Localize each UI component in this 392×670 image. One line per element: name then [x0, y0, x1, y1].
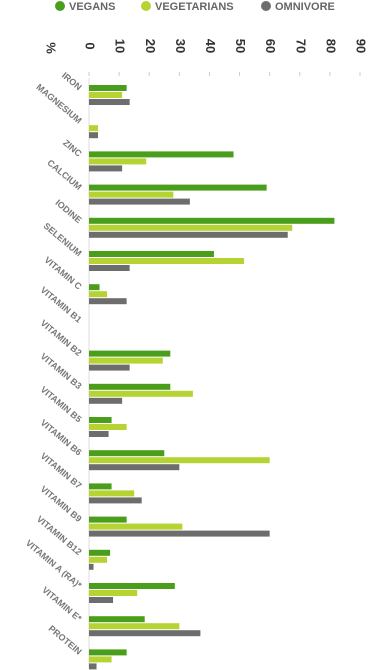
bar: [89, 291, 108, 298]
category-label: ZINC: [61, 138, 84, 159]
legend-label: VEGANS: [69, 1, 115, 13]
bar: [89, 597, 114, 603]
x-tick-label: 10: [113, 39, 128, 53]
bar: [89, 464, 180, 471]
bar: [89, 224, 293, 231]
bar: [89, 85, 127, 91]
bar: [89, 217, 335, 224]
bar: [89, 590, 138, 596]
x-tick-label: 60: [263, 39, 278, 53]
bar: [89, 265, 130, 271]
bar: [89, 457, 270, 464]
x-tick-label: 40: [203, 39, 218, 53]
x-tick-label: 30: [173, 39, 188, 53]
bar: [89, 556, 108, 563]
category-label: VITAMIN C: [42, 255, 84, 292]
bar: [89, 151, 234, 158]
legend-label: VEGETARIANS: [155, 1, 234, 13]
bar: [89, 357, 163, 364]
category-label: IRON: [60, 70, 84, 92]
bar: [89, 450, 165, 457]
bar: [89, 158, 147, 165]
legend-swatch: [261, 1, 271, 11]
bar: [89, 563, 94, 570]
bar: [89, 516, 127, 523]
x-tick-label: 50: [233, 39, 248, 53]
legend-swatch: [141, 1, 151, 11]
bar: [89, 523, 183, 530]
bar: [89, 616, 145, 623]
bar: [89, 530, 270, 537]
bar: [89, 424, 127, 430]
bar: [89, 350, 171, 357]
x-tick-label: 80: [323, 39, 338, 53]
bar: [89, 397, 123, 404]
bar: [89, 125, 99, 132]
category-label: SELENIUM: [42, 221, 84, 259]
category-label: VITAMIN E*: [40, 585, 84, 624]
legend-swatch: [55, 1, 65, 11]
bar: [89, 390, 193, 397]
x-axis-label: %: [44, 42, 59, 54]
bar: [89, 630, 201, 637]
bar: [89, 583, 175, 589]
bar: [89, 364, 130, 371]
bar: [89, 431, 109, 437]
bar: [89, 483, 112, 490]
bar: [89, 383, 171, 390]
bar: [89, 298, 127, 305]
category-label: CALCIUM: [45, 158, 83, 192]
x-tick-label: 0: [83, 42, 98, 49]
bar: [89, 258, 245, 264]
bar: [89, 284, 100, 291]
bar: [89, 251, 214, 257]
bar: [89, 656, 112, 663]
bar: [89, 623, 180, 630]
bar: [89, 132, 99, 139]
bar: [89, 165, 123, 172]
bar: [89, 92, 123, 98]
bar: [89, 191, 174, 198]
category-label: PROTEIN: [47, 623, 84, 656]
bar: [89, 549, 111, 556]
legend-label: OMNIVORE: [275, 1, 335, 13]
x-tick-label: 70: [293, 39, 308, 53]
bar: [89, 490, 135, 497]
category-label: IODINE: [53, 198, 83, 226]
bar: [89, 497, 142, 504]
x-tick-label: 90: [354, 39, 369, 53]
bar: [89, 417, 112, 423]
bar: [89, 649, 127, 656]
x-tick-label: 20: [143, 39, 158, 53]
bar: [89, 184, 267, 191]
bar: [89, 663, 97, 670]
bar: [89, 99, 130, 105]
bar: [89, 231, 288, 238]
bar: [89, 198, 190, 205]
